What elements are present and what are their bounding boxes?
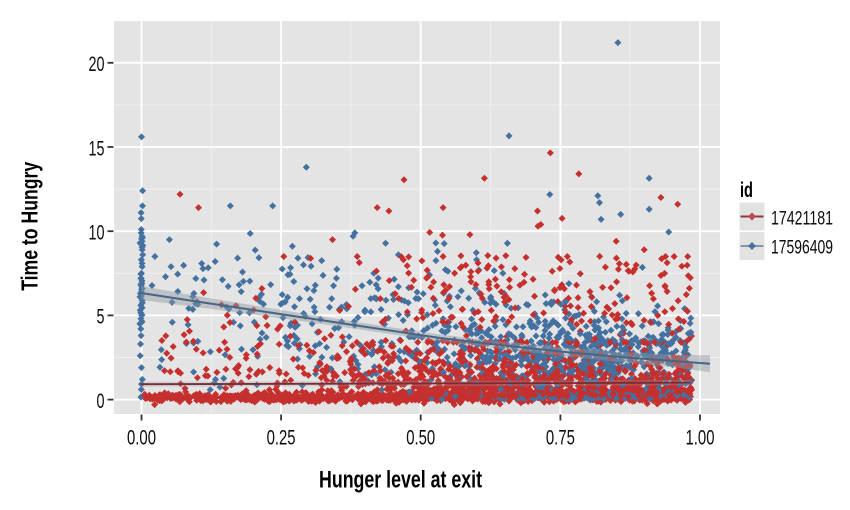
svg-text:17596409: 17596409	[771, 237, 833, 259]
svg-text:0.00: 0.00	[127, 426, 156, 450]
svg-text:17421181: 17421181	[771, 208, 833, 230]
svg-text:Hunger level at exit: Hunger level at exit	[319, 467, 482, 494]
svg-text:0.75: 0.75	[546, 426, 575, 450]
svg-text:0.50: 0.50	[406, 426, 435, 450]
svg-text:1.00: 1.00	[686, 426, 715, 450]
svg-text:10: 10	[89, 221, 105, 245]
svg-text:Time to Hungry: Time to Hungry	[17, 162, 43, 291]
svg-text:0: 0	[97, 389, 105, 413]
svg-text:5: 5	[97, 305, 105, 329]
svg-text:0.25: 0.25	[267, 426, 296, 450]
svg-text:20: 20	[89, 52, 105, 76]
svg-text:id: id	[740, 179, 753, 202]
svg-text:15: 15	[89, 136, 105, 160]
